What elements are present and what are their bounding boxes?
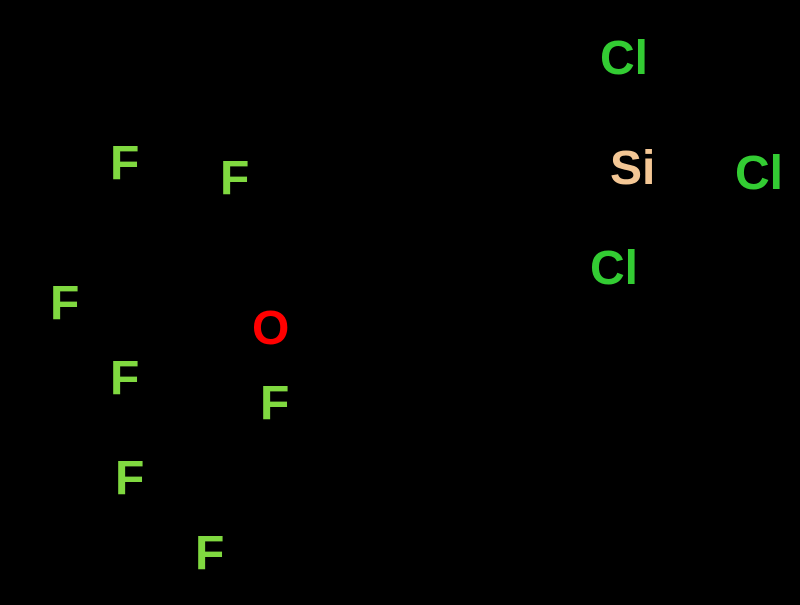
atom-fluorine: F xyxy=(195,530,224,578)
atom-fluorine: F xyxy=(110,355,139,403)
molecule-canvas: Cl Cl Si Cl F F F O F F F F xyxy=(0,0,800,605)
atom-fluorine: F xyxy=(220,155,249,203)
atom-fluorine: F xyxy=(115,455,144,503)
atom-chlorine: Cl xyxy=(600,35,648,83)
atom-fluorine: F xyxy=(110,140,139,188)
atom-chlorine: Cl xyxy=(590,245,638,293)
atom-fluorine: F xyxy=(260,380,289,428)
atom-chlorine: Cl xyxy=(735,150,783,198)
atom-fluorine: F xyxy=(50,280,79,328)
atom-silicon: Si xyxy=(610,145,655,193)
atom-oxygen: O xyxy=(252,305,289,353)
